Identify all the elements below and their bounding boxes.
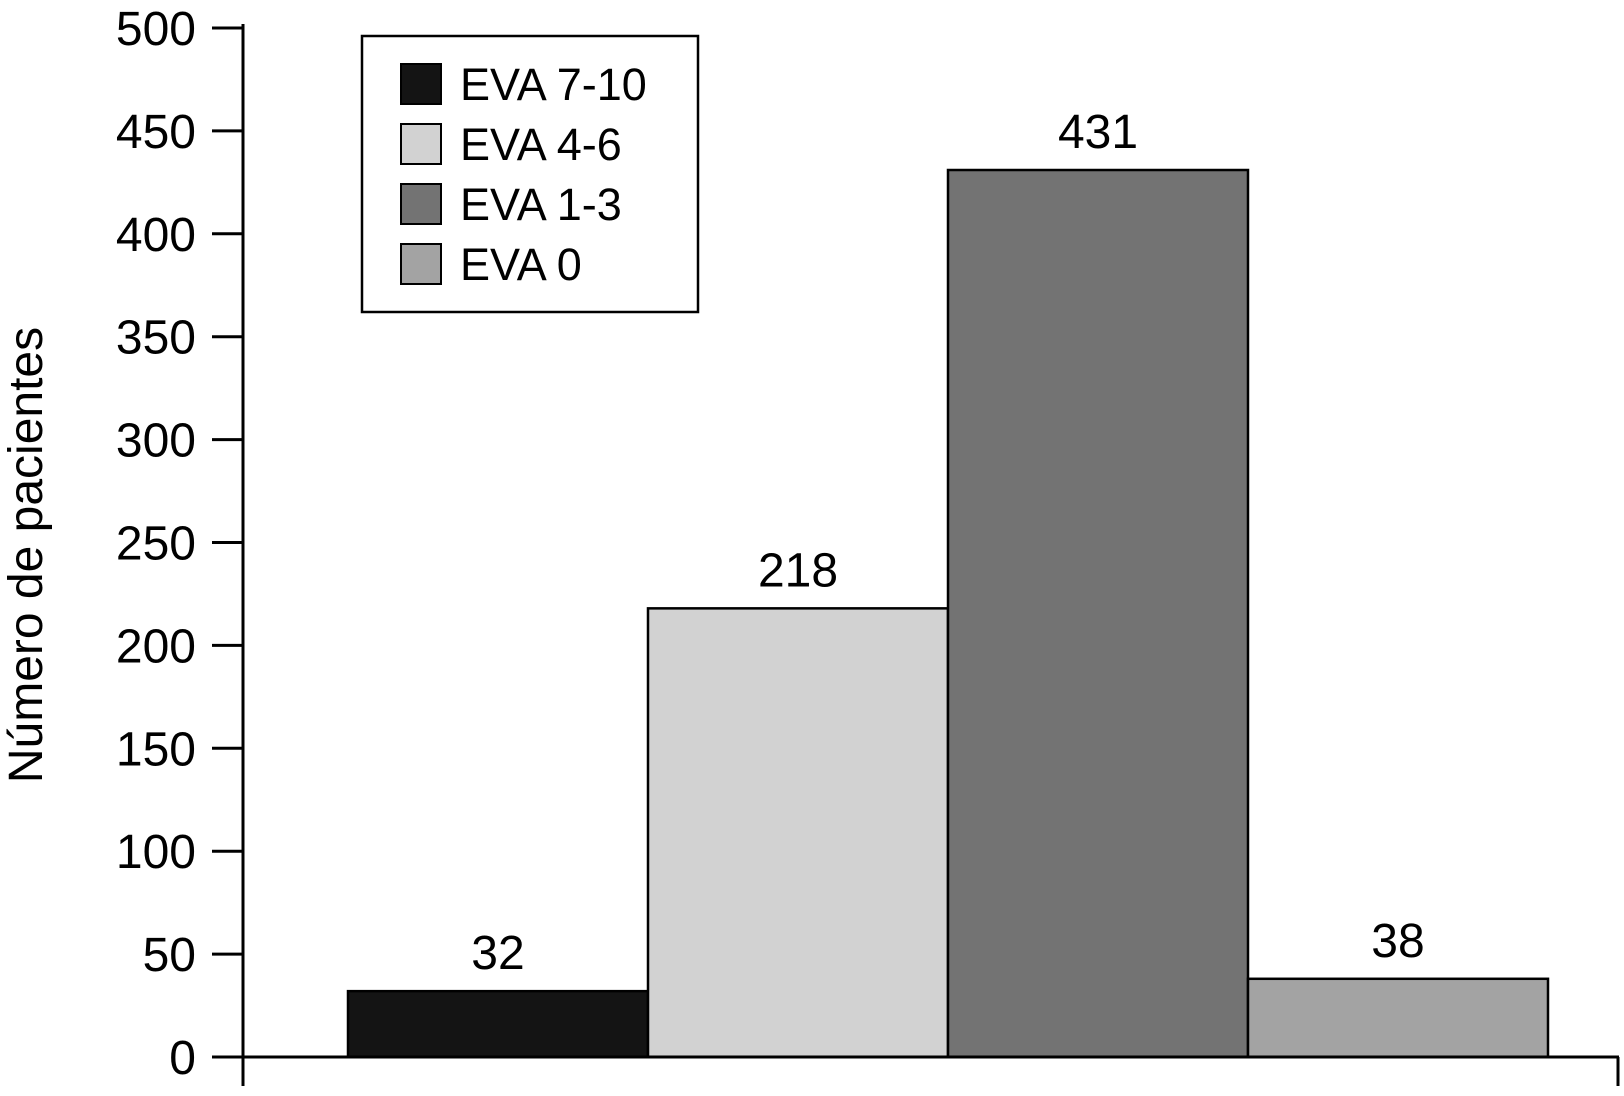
legend-entries: EVA 7-10 EVA 4-6 EVA 1-3 EVA 0 xyxy=(400,59,647,290)
data-labels: 32 218 431 38 xyxy=(471,106,1424,980)
legend-swatch xyxy=(400,123,442,165)
y-tick-label: 0 xyxy=(169,1032,196,1085)
bar-eva-7-10 xyxy=(346,989,650,1059)
y-tick-label: 150 xyxy=(116,723,196,776)
y-tick-label: 100 xyxy=(116,826,196,879)
y-tick-label: 300 xyxy=(116,415,196,468)
y-tick-label: 500 xyxy=(116,3,196,56)
legend-label: EVA 7-10 xyxy=(460,59,647,110)
data-label: 431 xyxy=(1058,106,1138,159)
y-axis-ticks: 0 50 100 150 200 250 300 350 400 450 500 xyxy=(116,3,243,1085)
y-tick-label: 250 xyxy=(116,518,196,571)
bar-eva-0 xyxy=(1246,977,1550,1059)
data-label: 32 xyxy=(471,927,524,980)
bar-eva-1-3 xyxy=(946,168,1250,1059)
legend: EVA 7-10 EVA 4-6 EVA 1-3 EVA 0 xyxy=(360,34,700,314)
data-label: 38 xyxy=(1371,915,1424,968)
y-tick-label: 50 xyxy=(143,929,196,982)
y-axis-label: Número de pacientes xyxy=(0,327,53,783)
bars xyxy=(346,168,1550,1059)
legend-swatch xyxy=(400,183,442,225)
legend-swatch xyxy=(400,243,442,285)
legend-label: EVA 1-3 xyxy=(460,179,622,230)
bar-eva-4-6 xyxy=(646,607,950,1059)
y-tick-label: 350 xyxy=(116,312,196,365)
legend-swatch xyxy=(400,63,442,105)
legend-label: EVA 0 xyxy=(460,239,582,290)
y-tick-label: 200 xyxy=(116,620,196,673)
legend-label: EVA 4-6 xyxy=(460,119,622,170)
y-tick-label: 450 xyxy=(116,106,196,159)
y-tick-label: 400 xyxy=(116,209,196,262)
data-label: 218 xyxy=(758,544,838,597)
